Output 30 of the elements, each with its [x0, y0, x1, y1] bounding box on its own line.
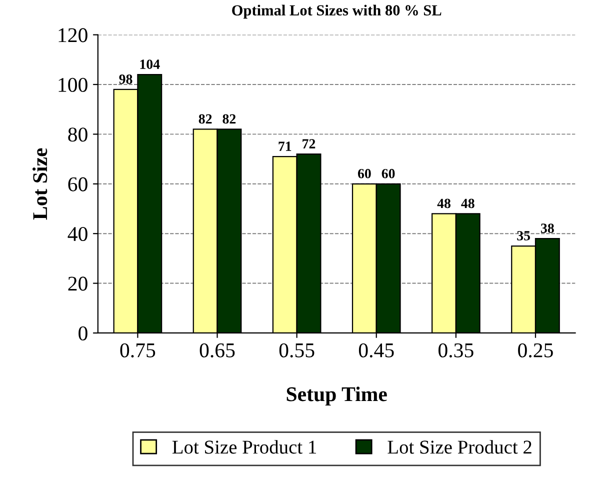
data-label: 72	[302, 139, 316, 148]
x-tick-label: 0.75	[120, 343, 156, 358]
chart-title: Optimal Lot Sizes with 80 % SL	[232, 4, 442, 19]
y-tick-label: 40	[68, 226, 88, 242]
data-label: 35	[517, 231, 530, 240]
data-label: 104	[140, 60, 160, 69]
x-tick-label: 0.35	[438, 343, 474, 358]
data-label: 71	[278, 142, 292, 151]
data-label: 60	[358, 168, 371, 178]
x-tick-label: 0.25	[518, 343, 553, 358]
y-axis-title: Lot Size	[32, 148, 48, 220]
legend-label: Lot Size Product 1	[172, 440, 316, 454]
y-tick-label: 20	[68, 276, 88, 291]
y-tick-label: 60	[68, 177, 88, 192]
data-label: 48	[437, 198, 450, 208]
data-label: 82	[222, 114, 236, 124]
y-tick-label: 120	[58, 28, 88, 42]
data-label: 60	[382, 168, 395, 178]
legend-label: Lot Size Product 2	[388, 440, 532, 454]
y-tick-label: 100	[58, 78, 88, 92]
data-label: 48	[461, 198, 474, 208]
data-label: 98	[119, 74, 132, 84]
y-tick-label: 80	[68, 128, 88, 142]
x-tick-label: 0.55	[279, 343, 314, 358]
x-tick-label: 0.65	[200, 343, 235, 358]
data-label: 38	[541, 224, 554, 233]
x-axis-title: Setup Time	[286, 386, 387, 406]
y-tick-label: 0	[78, 326, 88, 340]
x-tick-label: 0.45	[358, 343, 394, 358]
data-label: 82	[198, 114, 212, 124]
